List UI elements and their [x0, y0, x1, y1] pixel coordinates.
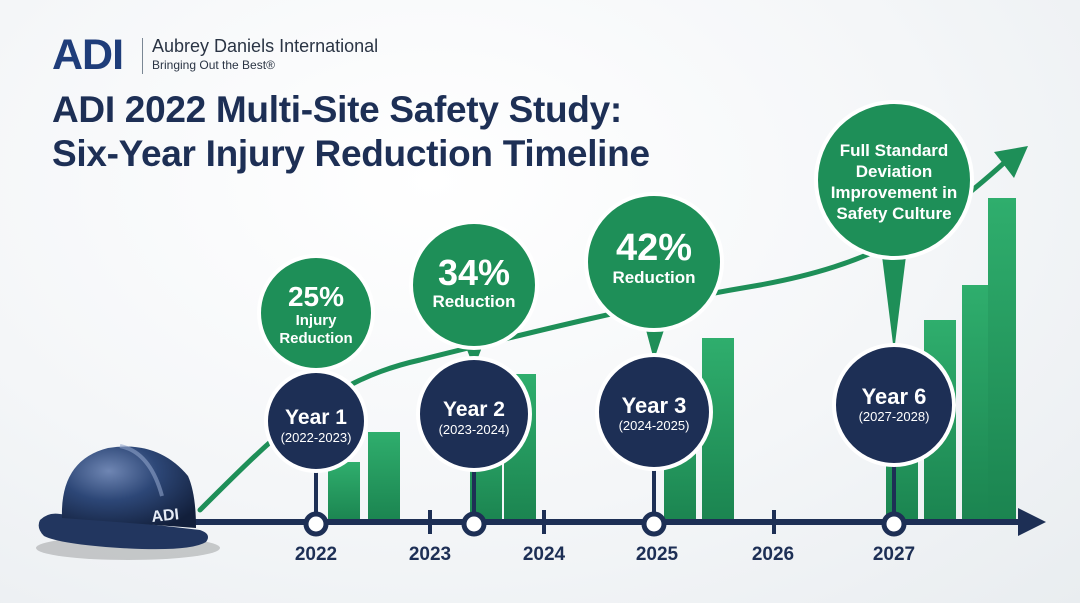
callout-caption: Injury: [295, 312, 337, 329]
year-text: Year 2 (2023-2024): [419, 398, 529, 438]
callout-value: 25%: [287, 281, 345, 312]
callout-caption: Reduction: [612, 268, 696, 287]
year-text: Year 6 (2027-2028): [836, 385, 952, 425]
axis-year-label: 2023: [408, 544, 452, 565]
year-range: (2027-2028): [858, 409, 930, 424]
bar: [988, 198, 1016, 522]
bar: [328, 462, 360, 522]
axis-year-label: 2022: [294, 544, 338, 565]
company-name: Aubrey Daniels International: [152, 36, 379, 56]
callout-circle: [409, 220, 539, 350]
year-range: (2022-2023): [280, 430, 352, 445]
year-circle: [264, 369, 368, 473]
callout-caption: Full Standard: [839, 141, 949, 160]
timeline-node: [303, 511, 329, 537]
timeline-nodes: [303, 511, 907, 537]
year-text: Year 3 (2024-2025): [599, 394, 709, 434]
company-tagline: Bringing Out the Best®: [152, 58, 275, 72]
callout-value: 34%: [437, 252, 511, 293]
year-text: Year 1 (2022-2023): [266, 406, 366, 446]
year-circle: [595, 353, 713, 471]
callout-value: 42%: [615, 227, 693, 269]
trend-arrow-icon: [994, 146, 1028, 178]
callout-caption: Safety Culture: [836, 204, 952, 223]
title-line-2: Six-Year Injury Reduction Timeline: [52, 133, 650, 174]
callout-text: 34% Reduction: [414, 254, 534, 312]
timeline-node: [641, 511, 667, 537]
axis-year-label: 2027: [872, 544, 916, 565]
year-label: Year 3: [621, 393, 687, 418]
timeline-node: [881, 511, 907, 537]
year-label: Year 2: [443, 398, 505, 421]
callout-text: 25% Injury Reduction: [266, 282, 366, 348]
year-circle: [416, 356, 532, 472]
year-label: Year 6: [861, 384, 927, 409]
callout-caption: Reduction: [432, 292, 516, 311]
helmet-logo-text: ADI: [151, 506, 180, 526]
callout-circle: [814, 100, 974, 260]
arrow-right-icon: [1018, 508, 1046, 536]
callout-circle: [584, 192, 724, 332]
company-logo: ADI: [52, 31, 124, 79]
callout-text: Full Standard Deviation Improvement in S…: [824, 140, 964, 224]
logo-divider: [142, 38, 143, 74]
callout-caption: Improvement in: [830, 183, 958, 202]
callout-caption: Reduction: [279, 330, 353, 347]
year-circle: [832, 343, 956, 467]
axis-year-label: 2024: [522, 544, 566, 565]
page-title: ADI 2022 Multi-Site Safety Study: Six-Ye…: [52, 88, 650, 176]
callout-text: 42% Reduction: [594, 228, 714, 288]
bar: [368, 432, 400, 522]
axis-year-label: 2025: [635, 544, 679, 565]
year-circles: [264, 343, 956, 473]
year-range: (2024-2025): [618, 418, 690, 433]
timeline-node: [461, 511, 487, 537]
connectors: [314, 464, 896, 522]
title-line-1: ADI 2022 Multi-Site Safety Study:: [52, 89, 622, 130]
hard-hat-icon: ADI: [36, 444, 220, 560]
year-label: Year 1: [285, 406, 347, 429]
callout-caption: Deviation: [855, 162, 933, 181]
year-range: (2023-2024): [438, 422, 510, 437]
callout-circles: [257, 100, 974, 372]
axis-year-label: 2026: [751, 544, 795, 565]
